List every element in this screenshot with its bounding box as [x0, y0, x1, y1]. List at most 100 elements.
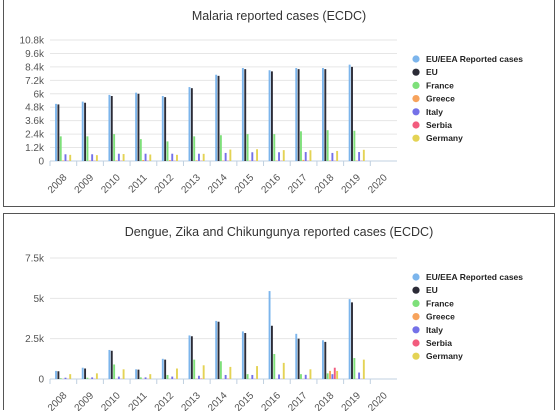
bar-eu-2009[interactable] — [84, 103, 86, 161]
bar-germany-2015[interactable] — [256, 366, 258, 379]
bar-italy-2010[interactable] — [118, 377, 120, 379]
bar-eu-2012[interactable] — [164, 97, 166, 161]
bar-germany-2011[interactable] — [149, 155, 151, 162]
bar-eu-eea-reported-cases-2017[interactable] — [295, 68, 297, 161]
bar-eu-2015[interactable] — [244, 69, 246, 161]
bar-serbia-2018[interactable] — [334, 368, 336, 379]
bar-italy-2011[interactable] — [145, 154, 147, 161]
bar-germany-2012[interactable] — [176, 369, 178, 379]
bar-france-2019[interactable] — [353, 131, 355, 161]
legend-label-eu[interactable]: EU — [426, 67, 438, 77]
legend-label-germany[interactable]: Germany — [426, 133, 463, 143]
bar-germany-2019[interactable] — [363, 360, 365, 379]
bar-italy-2019[interactable] — [358, 373, 360, 379]
bar-eu-2014[interactable] — [218, 322, 220, 379]
bar-france-2009[interactable] — [86, 136, 88, 161]
bar-germany-2010[interactable] — [123, 154, 125, 161]
bar-eu-eea-reported-cases-2010[interactable] — [108, 95, 110, 161]
bar-germany-2011[interactable] — [149, 374, 151, 379]
legend-marker-serbia[interactable] — [412, 339, 419, 346]
bar-germany-2009[interactable] — [96, 155, 98, 161]
bar-italy-2011[interactable] — [145, 377, 147, 379]
legend-label-eu-eea-reported-cases[interactable]: EU/EEA Reported cases — [426, 54, 523, 64]
bar-eu-eea-reported-cases-2015[interactable] — [242, 68, 244, 161]
bar-eu-2010[interactable] — [111, 96, 113, 161]
bar-eu-eea-reported-cases-2012[interactable] — [162, 96, 164, 161]
bar-greece-2012[interactable] — [169, 160, 171, 161]
bar-italy-2016[interactable] — [278, 374, 280, 379]
legend-marker-eu[interactable] — [412, 69, 419, 76]
legend-marker-italy[interactable] — [412, 326, 419, 333]
bar-france-2012[interactable] — [167, 375, 169, 379]
bar-eu-eea-reported-cases-2009[interactable] — [82, 102, 84, 161]
bar-france-2017[interactable] — [300, 374, 302, 379]
bar-italy-2016[interactable] — [278, 152, 280, 161]
bar-france-2017[interactable] — [300, 131, 302, 161]
bar-eu-eea-reported-cases-2009[interactable] — [82, 368, 84, 379]
bar-germany-2014[interactable] — [229, 150, 231, 161]
legend-label-greece[interactable]: Greece — [426, 312, 455, 322]
bar-italy-2008[interactable] — [65, 154, 67, 161]
bar-germany-2013[interactable] — [203, 365, 205, 379]
bar-france-2014[interactable] — [220, 135, 222, 161]
bar-germany-2017[interactable] — [309, 150, 311, 161]
bar-eu-eea-reported-cases-2008[interactable] — [55, 104, 57, 161]
legend-marker-eu-eea-reported-cases[interactable] — [412, 273, 419, 280]
bar-eu-2017[interactable] — [298, 69, 300, 161]
bar-france-2016[interactable] — [273, 134, 275, 161]
bar-greece-2017[interactable] — [302, 160, 304, 161]
bar-eu-2014[interactable] — [218, 76, 220, 161]
bar-eu-eea-reported-cases-2013[interactable] — [189, 87, 191, 161]
bar-eu-eea-reported-cases-2011[interactable] — [135, 93, 137, 161]
bar-france-2016[interactable] — [273, 354, 275, 379]
bar-france-2008[interactable] — [60, 136, 62, 161]
bar-eu-2015[interactable] — [244, 333, 246, 379]
bar-eu-2017[interactable] — [298, 339, 300, 379]
bar-france-2010[interactable] — [113, 134, 115, 161]
legend-label-eu[interactable]: EU — [426, 285, 438, 295]
bar-italy-2012[interactable] — [171, 154, 173, 161]
bar-france-2012[interactable] — [167, 141, 169, 161]
bar-germany-2009[interactable] — [96, 373, 98, 379]
bar-italy-2014[interactable] — [225, 375, 227, 379]
bar-eu-2012[interactable] — [164, 360, 166, 379]
bar-eu-eea-reported-cases-2018[interactable] — [322, 68, 324, 161]
bar-greece-2011[interactable] — [142, 160, 144, 161]
bar-eu-2013[interactable] — [191, 336, 193, 379]
bar-eu-eea-reported-cases-2018[interactable] — [322, 340, 324, 379]
bar-germany-2018[interactable] — [336, 371, 338, 379]
bar-eu-2008[interactable] — [57, 104, 59, 161]
bar-eu-eea-reported-cases-2011[interactable] — [135, 369, 137, 379]
bar-germany-2008[interactable] — [69, 155, 71, 161]
bar-france-2018[interactable] — [327, 373, 329, 379]
bar-eu-eea-reported-cases-2016[interactable] — [269, 70, 271, 161]
bar-italy-2019[interactable] — [358, 152, 360, 161]
legend-label-germany[interactable]: Germany — [426, 351, 463, 361]
bar-eu-eea-reported-cases-2013[interactable] — [189, 335, 191, 379]
bar-italy-2010[interactable] — [118, 154, 120, 161]
bar-france-2011[interactable] — [140, 139, 142, 161]
bar-italy-2018[interactable] — [331, 153, 333, 161]
bar-eu-2018[interactable] — [324, 342, 326, 379]
bar-france-2011[interactable] — [140, 377, 142, 379]
bar-greece-2013[interactable] — [196, 160, 198, 161]
bar-eu-2018[interactable] — [324, 69, 326, 161]
bar-germany-2019[interactable] — [363, 150, 365, 161]
bar-germany-2014[interactable] — [229, 367, 231, 379]
bar-eu-2008[interactable] — [57, 371, 59, 379]
bar-eu-2016[interactable] — [271, 326, 273, 379]
legend-marker-greece[interactable] — [412, 313, 419, 320]
bar-germany-2018[interactable] — [336, 151, 338, 161]
bar-italy-2018[interactable] — [331, 374, 333, 379]
legend-marker-france[interactable] — [412, 300, 419, 307]
bar-eu-eea-reported-cases-2019[interactable] — [349, 65, 351, 161]
bar-italy-2008[interactable] — [65, 378, 67, 379]
bar-italy-2009[interactable] — [91, 154, 93, 161]
bar-eu-2013[interactable] — [191, 88, 193, 161]
bar-italy-2015[interactable] — [251, 152, 253, 161]
bar-italy-2012[interactable] — [171, 377, 173, 379]
bar-greece-2010[interactable] — [116, 160, 118, 161]
bar-eu-eea-reported-cases-2014[interactable] — [215, 321, 217, 379]
bar-eu-2016[interactable] — [271, 71, 273, 161]
bar-france-2009[interactable] — [86, 378, 88, 379]
